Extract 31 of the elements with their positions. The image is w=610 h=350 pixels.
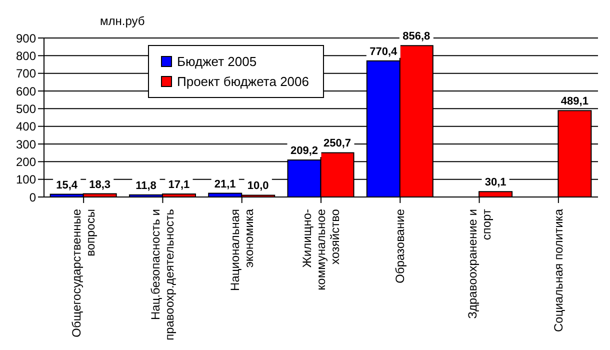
legend-label: Проект бюджета 2006 [177,74,309,89]
y-tick-label: 800 [16,48,36,63]
y-tick-label: 200 [16,154,36,169]
legend-label: Бюджет 2005 [177,54,257,69]
x-tick-label: Национальная экономика [228,208,256,291]
y-tick-label: 0 [29,190,36,204]
x-tick-label: Социальная политика [551,208,566,332]
y-tick-label: 900 [16,31,36,46]
y-tick-label: 500 [16,102,36,116]
data-label: 856,8 [402,30,430,43]
data-label: 15,4 [56,179,78,192]
data-label: 10,0 [247,180,269,192]
y-tick-label: 600 [16,84,36,98]
x-tick-label: Жилищно-коммунальное хозяйство [300,208,342,290]
y-tick-label: 100 [16,172,36,187]
data-label: 17,1 [168,178,190,191]
data-label: 21,1 [214,178,236,190]
y-tick-label: 300 [16,137,36,152]
y-tick-label: 700 [16,66,36,81]
y-tick-label: 400 [16,120,36,134]
data-label: 250,7 [323,138,352,150]
data-label: 30,1 [484,176,506,189]
y-axis-title: млн.руб [100,14,145,28]
x-tick-label: Образование [393,208,408,284]
data-label: 11,8 [136,180,156,192]
data-label: 209,2 [290,145,318,158]
data-label: 489,1 [560,96,588,108]
data-label: 18,3 [89,178,111,191]
x-tick-label: Здравоохранение и спорт [465,208,494,319]
x-tick-label: Общегосударственные вопросы [70,208,98,338]
data-label: 770,4 [370,46,398,58]
